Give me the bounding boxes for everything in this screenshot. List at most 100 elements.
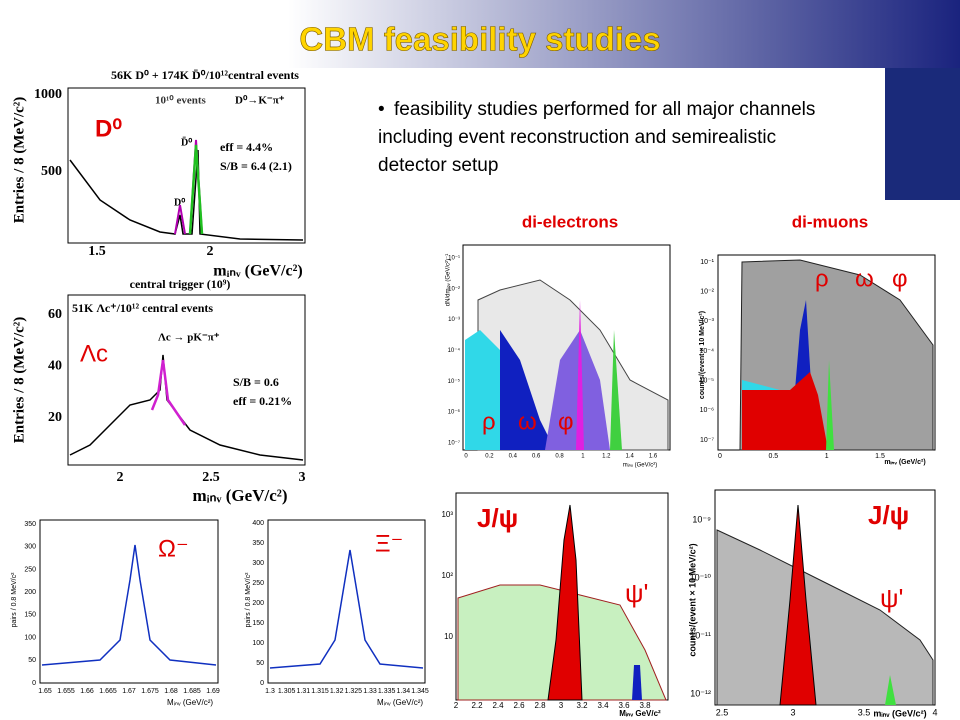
y-tick-label: 10² (441, 571, 453, 580)
y-tick-label: 10⁻⁴ (700, 348, 715, 355)
x-tick-label: 3 (790, 707, 795, 717)
particle-label: Ω⁻ (158, 535, 189, 562)
signal-area (632, 665, 642, 700)
y-tick-label: 150 (252, 620, 264, 627)
channel-area (500, 330, 555, 450)
y-tick-label: 10⁻¹ (448, 256, 460, 262)
annotation: S/B = 0.6 (233, 375, 279, 389)
title-bar (0, 0, 960, 68)
text-box (345, 68, 885, 200)
y-axis-label: Entries / 8 (MeV/c²) (11, 317, 27, 444)
x-tick-label: 0.8 (555, 454, 564, 460)
x-tick-label: 1.66 (80, 688, 94, 695)
channel-label: φ (558, 408, 574, 435)
x-tick-label: 1.685 (183, 688, 201, 695)
fit-curve (269, 549, 424, 669)
signal-area (547, 504, 583, 701)
channel-area (826, 360, 834, 450)
x-tick-label: 1.3 (265, 688, 275, 695)
signal-area (885, 675, 896, 705)
x-tick-label: 1.6 (649, 454, 658, 460)
side-band (885, 68, 960, 200)
x-tick-label: 1.655 (57, 688, 75, 695)
x-tick-label: 1.4 (625, 454, 634, 460)
x-axis-label: mᵢₙᵥ (GeV/c²) (192, 486, 287, 505)
x-tick-label: 4 (932, 707, 937, 717)
y-tick-label: 200 (24, 589, 36, 596)
y-tick-label: 10⁻⁴ (448, 347, 461, 354)
x-tick-label: 2.4 (492, 701, 504, 710)
y-tick-label: 10⁻⁶ (448, 409, 461, 416)
channel-label: ψ' (625, 578, 649, 608)
x-tick-label: 2.6 (513, 701, 525, 710)
channel-label: J/ψ (868, 500, 909, 530)
x-tick-label: 1.69 (206, 688, 220, 695)
y-tick-label: 60 (48, 307, 62, 322)
y-tick-label: 0 (260, 680, 264, 687)
y-tick-label: 1000 (34, 87, 62, 102)
x-tick-label: 1.305 (278, 688, 296, 695)
x-tick-label: 3.6 (618, 701, 630, 710)
x-tick-label: 1.315 (311, 688, 329, 695)
events-label: 10¹⁰ events (155, 95, 207, 107)
x-tick-label: 1.34 (397, 688, 411, 695)
x-axis-label: Mᵢₙᵥ (GeV/c²) (377, 698, 423, 707)
annotation: S/B = 6.4 (2.1) (220, 159, 292, 173)
x-tick-label: 2 (117, 470, 124, 485)
signal-curve (188, 144, 204, 235)
channel-label: φ (892, 265, 908, 292)
peak-label: D̄⁰ (181, 137, 192, 149)
y-tick-label: 50 (256, 660, 264, 667)
x-tick-label: 2.5 (202, 470, 220, 485)
x-axis-label: mᵢₙᵥ (GeV/c²) (873, 708, 926, 718)
x-tick-label: 3.8 (639, 701, 651, 710)
y-tick-label: 250 (252, 580, 264, 587)
panel-header: 56K D⁰ + 174K D̄⁰/10¹²central events (111, 68, 299, 82)
x-axis-label: Mᵢₙᵥ (GeV/c²) (167, 698, 213, 707)
y-tick-label: 10⁻⁹ (692, 514, 711, 524)
y-tick-label: 100 (24, 634, 36, 641)
x-tick-label: 3 (559, 701, 564, 710)
x-tick-label: 1.665 (99, 688, 117, 695)
x-tick-label: 1.345 (411, 688, 429, 695)
channel-area (742, 372, 828, 450)
y-tick-label: 10 (444, 632, 453, 641)
y-tick-label: 300 (252, 560, 264, 567)
y-tick-label: 20 (48, 410, 62, 425)
channel-label: J/ψ (477, 503, 518, 533)
channel-area (576, 300, 584, 450)
y-tick-label: 50 (28, 657, 36, 664)
x-tick-label: 2 (454, 701, 459, 710)
x-tick-label: 0 (464, 454, 468, 460)
x-tick-label: 1.68 (164, 688, 178, 695)
x-tick-label: 2.8 (534, 701, 546, 710)
y-tick-label: 0 (32, 680, 36, 687)
channel-area (545, 330, 610, 450)
column-header: di-muons (792, 212, 869, 231)
bullet-text: feasibility studies performed for all ma… (378, 99, 816, 176)
y-tick-label: 150 (24, 612, 36, 619)
peak-label: D⁰ (174, 197, 185, 208)
decay-label: Λc → pK⁻π⁺ (158, 332, 220, 344)
column-header: di-electrons (522, 212, 618, 231)
x-tick-label: 2.5 (716, 707, 729, 717)
plot-frame (39, 519, 219, 684)
x-tick-label: 0 (718, 453, 722, 460)
y-tick-label: 350 (24, 521, 36, 528)
particle-label: D⁰ (95, 115, 122, 142)
y-tick-label: 300 (24, 544, 36, 551)
x-axis-label: mᵢₙᵥ (GeV/c²) (213, 263, 302, 280)
panel-header: central trigger (10⁹) (130, 277, 231, 291)
channel-label: ψ' (880, 583, 904, 613)
signal-area (779, 504, 817, 706)
fit-curve (41, 544, 217, 666)
y-tick-label: 200 (252, 600, 264, 607)
bullet-box: feasibility studies performed for all ma… (378, 99, 816, 176)
y-tick-label: 10⁻⁶ (700, 407, 714, 414)
channel-area (610, 330, 622, 450)
x-tick-label: 1.2 (602, 454, 611, 460)
plot-frame (267, 519, 426, 684)
x-tick-label: 2 (207, 244, 214, 259)
y-tick-label: 10⁻¹⁰ (690, 572, 712, 582)
